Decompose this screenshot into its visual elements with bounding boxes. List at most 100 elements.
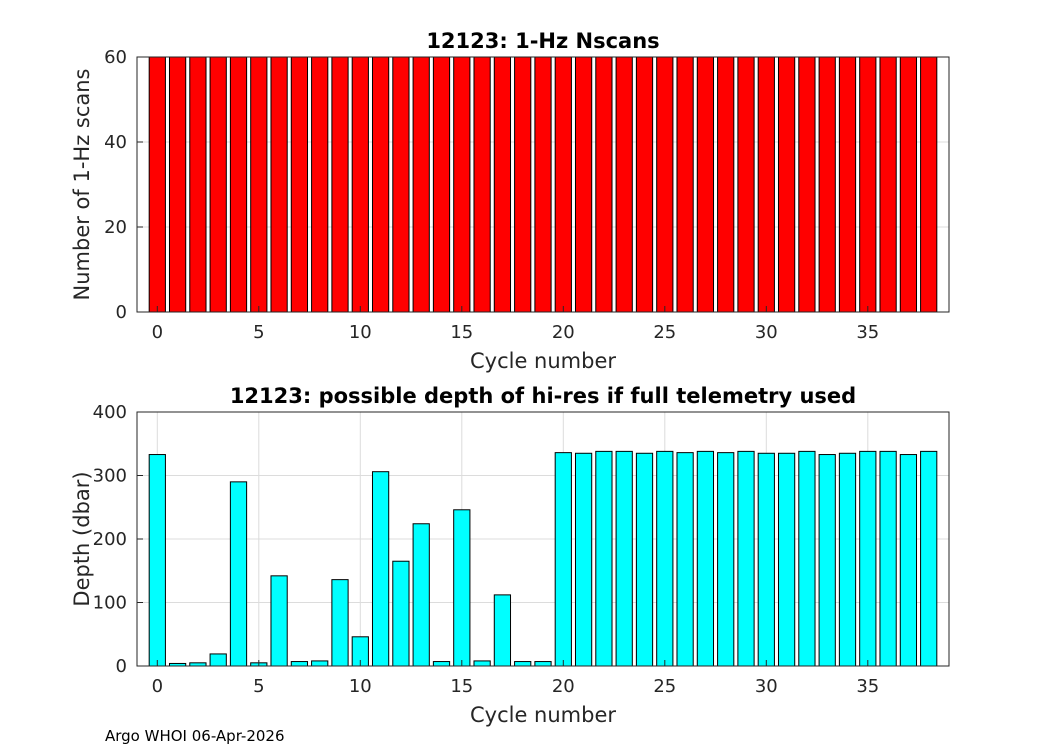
nscans-x-tick-label: 15 [450, 322, 473, 343]
nscans-x-tick-label: 5 [253, 322, 264, 343]
nscans-x-axis-label: Cycle number [470, 349, 616, 373]
nscans-y-tick-label: 20 [104, 217, 127, 238]
depth-x-tick-label: 20 [552, 676, 575, 697]
nscans-bar [189, 56, 207, 313]
footer-credit: Argo WHOI 06-Apr-2026 [105, 727, 285, 745]
nscans-bar [574, 56, 593, 313]
depth-bar [676, 452, 694, 667]
depth-bar [737, 450, 755, 667]
nscans-bar [676, 56, 694, 313]
nscans-bar [493, 56, 512, 313]
depth-x-tick-label: 15 [450, 676, 473, 697]
depth-chart-title: 12123: possible depth of hi-res if full … [230, 384, 856, 408]
depth-x-tick-label: 0 [152, 676, 163, 697]
depth-y-tick-label: 300 [93, 466, 127, 487]
nscans-bar [737, 56, 755, 313]
nscans-x-tick-label: 25 [653, 322, 676, 343]
depth-bar [595, 450, 613, 667]
depth-bar [656, 450, 674, 667]
nscans-x-tick-label: 10 [349, 322, 372, 343]
depth-bar [473, 660, 491, 667]
nscans-ticks: 0 5 10 15 20 25 30 35 0 20 40 60 [104, 47, 879, 343]
nscans-chart-title: 12123: 1-Hz Nscans [426, 29, 659, 53]
depth-x-tick-label: 30 [755, 676, 778, 697]
nscans-bar [453, 56, 471, 313]
depth-x-tick-label: 35 [856, 676, 879, 697]
depth-bar [615, 450, 633, 667]
depth-bar [331, 579, 349, 667]
depth-bar [717, 452, 735, 667]
nscans-bar [514, 56, 532, 313]
depth-bar [493, 594, 512, 667]
depth-bar [209, 653, 227, 667]
depth-bar [229, 481, 248, 667]
depth-chart: 0 5 10 15 20 25 30 35 0 100 200 300 400 12123: possi… [70, 384, 950, 727]
nscans-bar [777, 56, 796, 313]
nscans-bar [615, 56, 633, 313]
depth-bar [534, 661, 552, 667]
depth-y-tick-label: 200 [93, 529, 127, 550]
nscans-bar [920, 56, 938, 313]
nscans-y-tick-label: 60 [104, 47, 127, 68]
depth-bar [392, 560, 410, 667]
nscans-bar [270, 56, 288, 313]
depth-bar [148, 454, 166, 667]
depth-x-tick-label: 10 [349, 676, 372, 697]
nscans-x-tick-label: 0 [152, 322, 163, 343]
depth-x-tick-label: 5 [253, 676, 264, 697]
nscans-bar [331, 56, 349, 313]
nscans-bar [371, 56, 390, 313]
depth-bar [757, 452, 775, 667]
depth-x-tick-label: 25 [653, 676, 676, 697]
nscans-bar [473, 56, 491, 313]
depth-bar [838, 452, 857, 667]
depth-bar [818, 454, 836, 667]
nscans-bar [412, 56, 430, 313]
nscans-bar [250, 56, 268, 313]
nscans-bar [717, 56, 735, 313]
nscans-bar [859, 56, 877, 313]
nscans-bar [351, 56, 369, 313]
nscans-bar [818, 56, 836, 313]
depth-bar [514, 661, 532, 667]
depth-bar [920, 450, 938, 667]
nscans-bar [879, 56, 897, 313]
nscans-bar [432, 56, 451, 313]
nscans-bar [635, 56, 654, 313]
depth-x-axis-label: Cycle number [470, 703, 616, 727]
nscans-chart: 0 5 10 15 20 25 30 35 0 20 40 60 12123: 1-Hz Nscans… [70, 29, 950, 373]
nscans-y-axis-label: Number of 1-Hz scans [70, 69, 94, 301]
depth-bar [270, 575, 288, 667]
nscans-bar [838, 56, 857, 313]
depth-bar [777, 452, 796, 667]
nscans-bars [148, 56, 938, 313]
depth-ticks: 0 5 10 15 20 25 30 35 0 100 200 300 400 [93, 402, 880, 697]
nscans-bar [696, 56, 715, 313]
depth-bar [574, 452, 593, 667]
nscans-bar [534, 56, 552, 313]
depth-bar [412, 523, 430, 667]
nscans-x-tick-label: 30 [755, 322, 778, 343]
nscans-bar [798, 56, 816, 313]
depth-bar [554, 452, 572, 667]
depth-bar [371, 471, 390, 667]
depth-bar [879, 450, 897, 667]
nscans-bar [290, 56, 309, 313]
nscans-bar [148, 56, 166, 313]
depth-bar [899, 454, 918, 667]
nscans-bar [311, 56, 329, 313]
nscans-bar [899, 56, 918, 313]
nscans-x-tick-label: 20 [552, 322, 575, 343]
depth-bar [635, 452, 654, 667]
nscans-bar [554, 56, 572, 313]
depth-y-axis-label: Depth (dbar) [70, 471, 94, 606]
nscans-bar [209, 56, 227, 313]
nscans-x-tick-label: 35 [856, 322, 879, 343]
nscans-y-tick-label: 0 [116, 302, 127, 323]
depth-bar [798, 450, 816, 667]
depth-bar [432, 661, 451, 667]
nscans-bar [757, 56, 775, 313]
depth-bar [290, 661, 309, 667]
depth-bar [859, 450, 877, 667]
